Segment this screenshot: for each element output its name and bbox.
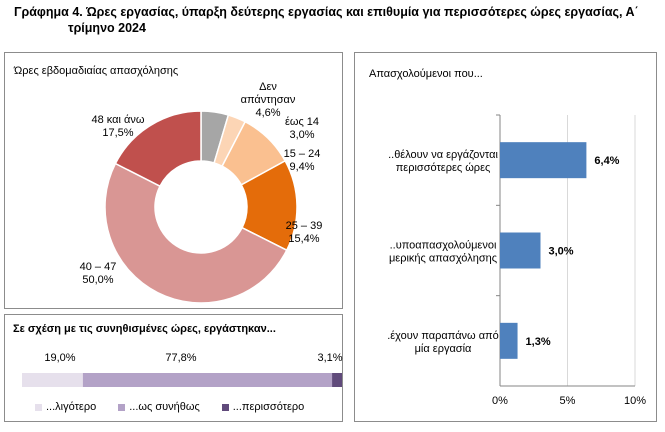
stacked-segment	[22, 373, 83, 387]
donut-chart: Δεν απάντησαν 4,6%έως 14 3,0%15 – 24 9,4%25 …	[80, 81, 323, 304]
legend-swatch	[118, 403, 126, 411]
bar-value-label-line: 6,4%	[594, 155, 619, 167]
donut-slice-label-line: 4,6%	[255, 107, 280, 119]
donut-slice-label-line: Δεν	[259, 81, 277, 93]
legend-label: ...λιγότερο	[46, 401, 97, 413]
stacked-segment	[332, 373, 342, 387]
bar	[500, 322, 518, 359]
stacked-bar-title: Σε σχέση με τις συνηθισμένες ώρες, εργάσ…	[13, 323, 276, 335]
donut-slice-label: Δεν απάντησαν 4,6%	[241, 81, 296, 119]
bar-category-label-line: μερικής απασχόλησης	[389, 253, 497, 265]
bar-category-label: ..υποαπασχολούμενοι μερικής απασχόλησης	[389, 240, 497, 265]
donut-slice	[114, 110, 202, 188]
legend-label: ...περισσότερο	[232, 401, 305, 413]
donut-slice-label: 25 – 39 15,4%	[286, 220, 323, 245]
stacked-bar-legend: ...λιγότερο ...ως συνήθως ...περισσότερο	[35, 401, 304, 413]
figure-title-line-1: Γράφημα 4. Ώρες εργασίας, ύπαρξη δεύτερη…	[14, 5, 639, 19]
bar-chart-panel: Απασχολούμενοι που... 0% 5% 10% 6,4% ..θέλου…	[354, 52, 657, 422]
bar-category-label: ..θέλουν να εργάζονται περισσότερες ώρες	[388, 149, 498, 174]
figure-title-line-2: τρίμηνο 2024	[68, 21, 146, 35]
bar-category-label-line: περισσότερες ώρες	[396, 162, 491, 174]
donut-slice-label-line: 48 και άνω	[92, 114, 145, 126]
stacked-bar-chart: 19,0% 77,8% 3,1%	[22, 352, 343, 387]
donut-slice-label: 15 – 24 9,4%	[284, 148, 321, 173]
bar-value-label-line: 1,3%	[526, 336, 551, 348]
bar-category-label-line: .έχουν παραπάνω από	[387, 330, 499, 342]
stacked-segment-label-line: 3,1%	[317, 352, 342, 364]
donut-slice-label-line: 9,4%	[289, 161, 314, 173]
donut-chart-title: Ώρες εβδομαδιαίας απασχόλησης	[14, 65, 179, 77]
bar-category-label: .έχουν παραπάνω από μία εργασία	[387, 330, 499, 355]
donut-slice	[104, 162, 288, 304]
figure-title: Γράφημα 4. Ώρες εργασίας, ύπαρξη δεύτερη…	[14, 4, 654, 36]
donut-slice-label-line: 25 – 39	[286, 220, 323, 232]
bar-category-label-line: ..θέλουν να εργάζονται	[388, 149, 498, 161]
stacked-segment-label: 19,0%	[44, 352, 75, 364]
donut-slice-label-line: 40 – 47	[80, 261, 117, 273]
legend-item: ...ως συνήθως	[118, 401, 200, 413]
bar-value-label: 1,3%	[526, 336, 551, 348]
legend-item: ...περισσότερο	[221, 401, 305, 413]
donut-slice-label-line: 15 – 24	[284, 148, 321, 160]
donut-slice-label: έως 14 3,0%	[285, 116, 319, 141]
legend-item: ...λιγότερο	[35, 401, 96, 413]
donut-slice-label-line: 3,0%	[289, 129, 314, 141]
donut-slice-label-line: απάντησαν	[241, 94, 296, 106]
x-tick-label: 0%	[492, 395, 508, 407]
bar-chart: 0% 5% 10% 6,4% ..θέλουν να εργάζονται περισσό…	[387, 114, 646, 407]
donut-slice-label: 40 – 47 50,0%	[80, 261, 117, 286]
donut-chart-panel: Ώρες εβδομαδιαίας απασχόλησης Δεν απάντησ…	[4, 52, 343, 309]
stacked-bar-panel: Σε σχέση με τις συνηθισμένες ώρες, εργάσ…	[4, 314, 343, 422]
stacked-segment-label-line: 19,0%	[44, 352, 75, 364]
donut-slice-label: 48 και άνω 17,5%	[92, 114, 145, 139]
legend-swatch	[221, 403, 229, 411]
bar	[500, 232, 541, 269]
donut-slice-label-line: 15,4%	[288, 233, 319, 245]
stacked-segment-label-line: 77,8%	[165, 352, 196, 364]
legend-label: ...ως συνήθως	[129, 401, 200, 413]
legend-swatch	[35, 403, 42, 411]
bar-value-label-line: 3,0%	[549, 246, 574, 258]
x-tick-label: 5%	[560, 395, 576, 407]
bar-category-label-line: ..υποαπασχολούμενοι	[390, 240, 497, 252]
bar-category-label-line: μία εργασία	[415, 343, 472, 355]
stacked-segment-label: 77,8%	[165, 352, 196, 364]
bar-value-label: 3,0%	[549, 246, 574, 258]
bar-value-label: 6,4%	[594, 155, 619, 167]
stacked-segment	[82, 373, 333, 387]
donut-slice-label-line: 17,5%	[102, 127, 133, 139]
donut-slice-label-line: έως 14	[285, 116, 319, 128]
bar-chart-title: Απασχολούμενοι που...	[369, 68, 483, 80]
bar	[500, 142, 587, 179]
donut-slice-label-line: 50,0%	[82, 274, 113, 286]
stacked-segment-label: 3,1%	[317, 352, 342, 364]
x-tick-label: 10%	[624, 395, 646, 407]
